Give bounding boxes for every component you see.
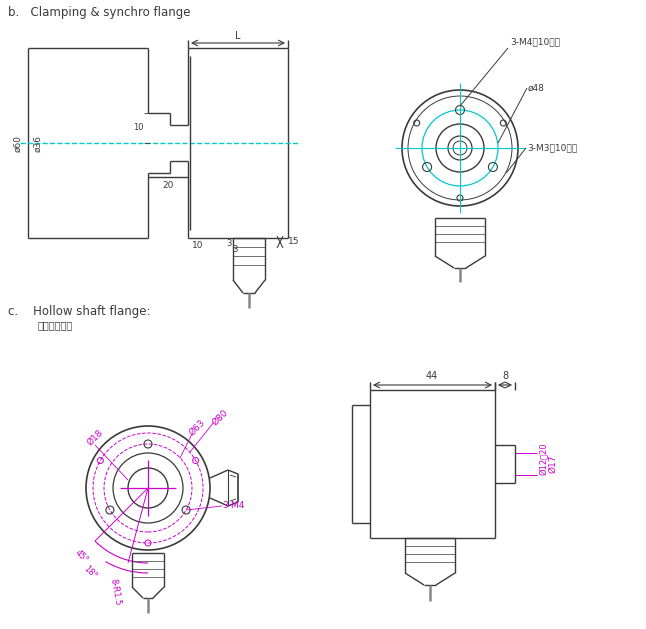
Text: 3-M3深10均布: 3-M3深10均布 [527, 143, 577, 152]
Text: 15: 15 [288, 238, 300, 247]
Text: 44: 44 [426, 371, 438, 381]
Text: c.    Hollow shaft flange:: c. Hollow shaft flange: [8, 305, 151, 318]
Text: 8: 8 [502, 371, 508, 381]
Text: Ø12深20: Ø12深20 [539, 443, 548, 476]
Text: 45°: 45° [74, 548, 90, 564]
Text: 安装尺寸图：: 安装尺寸图： [38, 320, 73, 330]
Text: Ø80: Ø80 [210, 408, 229, 428]
Text: 10: 10 [132, 123, 143, 133]
Text: 10: 10 [193, 242, 203, 250]
Text: 3: 3 [233, 245, 238, 253]
Text: 3: 3 [226, 238, 232, 247]
Text: ø60: ø60 [14, 135, 23, 152]
Text: 3-M4: 3-M4 [222, 501, 244, 511]
Text: Ø18: Ø18 [85, 428, 105, 448]
Text: ø36: ø36 [34, 135, 43, 152]
Text: Ø63: Ø63 [187, 418, 207, 438]
Text: 20: 20 [162, 181, 174, 189]
Text: L: L [235, 31, 241, 41]
Text: 18°: 18° [81, 564, 98, 581]
Text: ø48: ø48 [528, 84, 545, 92]
Text: 8-R1.5: 8-R1.5 [108, 578, 122, 606]
Text: b.   Clamping & synchro flange: b. Clamping & synchro flange [8, 6, 191, 19]
Text: Ø17: Ø17 [548, 455, 557, 473]
Text: 3-M4深10均布: 3-M4深10均布 [510, 38, 560, 47]
